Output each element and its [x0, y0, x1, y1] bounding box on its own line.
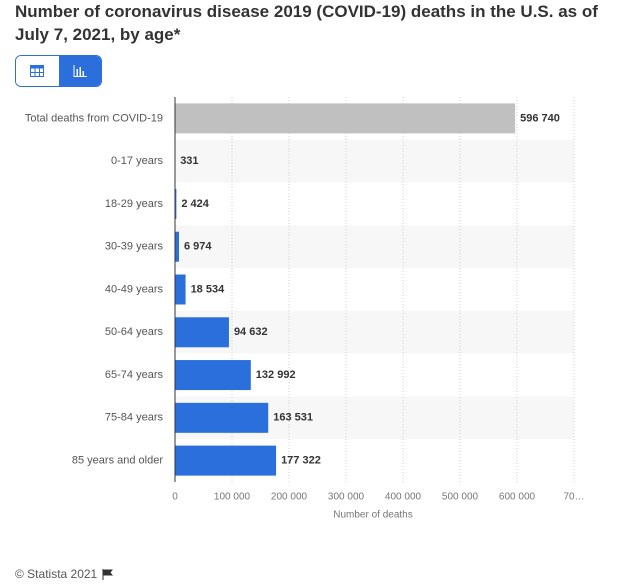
y-tick-label: 75-84 years: [105, 412, 164, 424]
table-icon: [30, 65, 45, 77]
value-label: 177 322: [281, 455, 321, 467]
y-tick-label: 65-74 years: [105, 369, 164, 381]
value-label: 2 424: [181, 198, 209, 210]
value-label: 132 992: [256, 369, 296, 381]
y-tick-label: Total deaths from COVID-19: [25, 112, 163, 124]
x-tick-label: 200 000: [271, 492, 308, 503]
x-tick-label: 0: [172, 492, 178, 503]
value-label: 18 534: [191, 283, 226, 295]
x-tick-label: 100 000: [214, 492, 251, 503]
x-axis-label: Number of deaths: [333, 510, 413, 521]
y-tick-label: 30-39 years: [105, 241, 164, 253]
table-view-button[interactable]: [16, 56, 59, 86]
y-tick-label: 0-17 years: [111, 155, 163, 167]
y-tick-label: 85 years and older: [72, 455, 163, 467]
x-tick-label: 500 000: [442, 492, 479, 503]
value-label: 163 531: [273, 412, 313, 424]
x-tick-label: 400 000: [385, 492, 422, 503]
x-tick-label: 70…: [563, 492, 584, 503]
bar: [175, 445, 277, 476]
row-stripe: [175, 139, 574, 183]
bar: [175, 402, 269, 433]
x-tick-label: 600 000: [499, 492, 536, 503]
y-tick-label: 18-29 years: [105, 198, 164, 210]
value-label: 94 632: [234, 326, 268, 338]
bar: [175, 317, 229, 348]
value-label: 596 740: [520, 112, 560, 124]
chart-title: Number of coronavirus disease 2019 (COVI…: [15, 2, 598, 44]
footer: © Statista 2021: [15, 567, 114, 581]
value-label: 6 974: [184, 241, 212, 253]
bar: [175, 188, 177, 219]
value-label: 331: [180, 155, 198, 167]
view-toggle: [15, 55, 102, 87]
bar: [175, 231, 179, 262]
row-stripe: [175, 310, 574, 354]
chart-icon: [73, 65, 87, 77]
chart: Number of deaths 0 100 000 200 000 300 000 4…: [25, 97, 585, 521]
x-tick-label: 300 000: [328, 492, 365, 503]
flag-icon[interactable]: [102, 568, 114, 580]
y-tick-label: 40-49 years: [105, 283, 164, 295]
bar: [175, 274, 186, 305]
chart-view-button[interactable]: [58, 56, 101, 86]
row-stripe: [175, 225, 574, 269]
credit: © Statista 2021: [15, 567, 98, 581]
bar: [175, 360, 251, 391]
bar: [175, 103, 516, 134]
y-tick-label: 50-64 years: [105, 326, 164, 338]
